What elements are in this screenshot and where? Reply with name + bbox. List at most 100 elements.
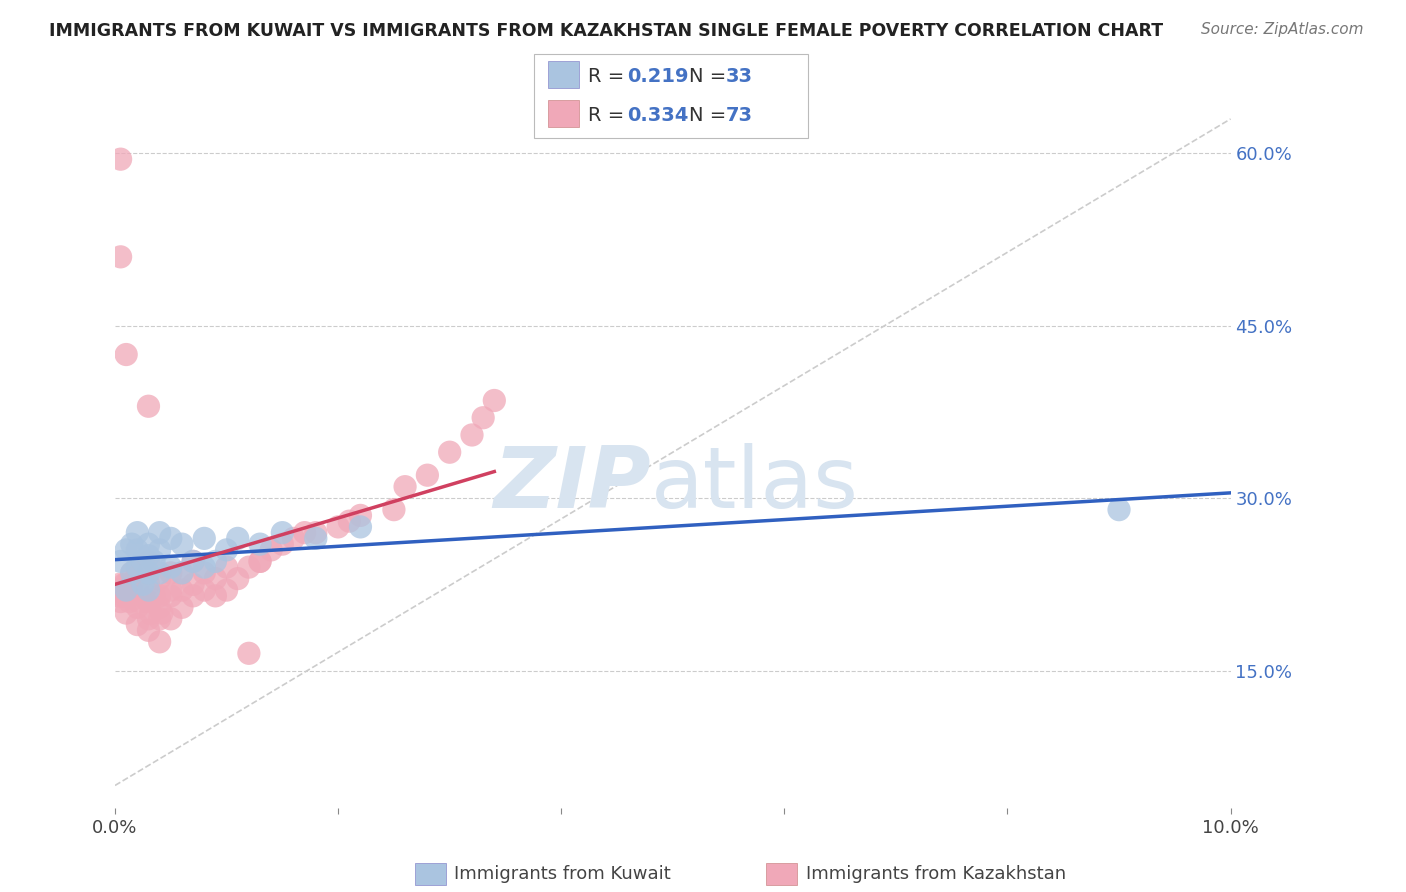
Point bbox=[132, 589, 155, 603]
Point bbox=[181, 554, 204, 568]
Text: Immigrants from Kuwait: Immigrants from Kuwait bbox=[454, 865, 671, 883]
Point bbox=[105, 583, 128, 598]
Point bbox=[138, 577, 160, 591]
Text: IMMIGRANTS FROM KUWAIT VS IMMIGRANTS FROM KAZAKHSTAN SINGLE FEMALE POVERTY CORRE: IMMIGRANTS FROM KUWAIT VS IMMIGRANTS FRO… bbox=[49, 22, 1163, 40]
Point bbox=[461, 428, 484, 442]
Point bbox=[249, 554, 271, 568]
Point bbox=[305, 525, 328, 540]
Point bbox=[215, 560, 238, 574]
Point bbox=[249, 554, 271, 568]
Point bbox=[181, 554, 204, 568]
Point bbox=[138, 583, 160, 598]
Point bbox=[283, 532, 305, 546]
Point bbox=[238, 560, 260, 574]
Point bbox=[121, 537, 143, 551]
Point bbox=[238, 646, 260, 660]
Point bbox=[128, 594, 150, 608]
Point bbox=[294, 525, 316, 540]
Point bbox=[121, 566, 143, 580]
Point bbox=[193, 583, 215, 598]
Point bbox=[108, 577, 131, 591]
Point bbox=[117, 583, 139, 598]
Point bbox=[271, 537, 294, 551]
Point bbox=[349, 508, 371, 523]
Point bbox=[382, 502, 405, 516]
Point bbox=[439, 445, 461, 459]
Point bbox=[149, 542, 172, 557]
Point bbox=[111, 589, 134, 603]
Point bbox=[127, 617, 149, 632]
Point bbox=[112, 577, 135, 591]
Point bbox=[132, 554, 155, 568]
Point bbox=[1108, 502, 1130, 516]
Point bbox=[150, 606, 173, 620]
Point bbox=[170, 600, 193, 615]
Point bbox=[127, 600, 149, 615]
Point bbox=[215, 583, 238, 598]
Point bbox=[226, 572, 249, 586]
Point bbox=[271, 525, 294, 540]
Point bbox=[326, 520, 349, 534]
Point bbox=[127, 560, 149, 574]
Point bbox=[484, 393, 506, 408]
Point bbox=[215, 542, 238, 557]
Text: Immigrants from Kazakhstan: Immigrants from Kazakhstan bbox=[806, 865, 1066, 883]
Point bbox=[472, 410, 495, 425]
Text: N =: N = bbox=[689, 106, 733, 125]
Point bbox=[115, 577, 138, 591]
Point bbox=[159, 532, 181, 546]
Point bbox=[138, 554, 160, 568]
Point bbox=[149, 572, 172, 586]
Point bbox=[159, 612, 181, 626]
Point bbox=[110, 250, 132, 264]
Point bbox=[121, 566, 143, 580]
Point bbox=[305, 532, 328, 546]
Text: N =: N = bbox=[689, 67, 733, 86]
Point bbox=[139, 606, 162, 620]
Text: R =: R = bbox=[588, 106, 630, 125]
Point bbox=[138, 594, 160, 608]
Point bbox=[149, 635, 172, 649]
Point bbox=[132, 577, 155, 591]
Point bbox=[204, 589, 226, 603]
Point bbox=[249, 537, 271, 551]
Point bbox=[204, 572, 226, 586]
Text: 73: 73 bbox=[725, 106, 752, 125]
Point bbox=[115, 606, 138, 620]
Point bbox=[149, 600, 172, 615]
Point bbox=[110, 594, 132, 608]
Text: 0.334: 0.334 bbox=[627, 106, 689, 125]
Point bbox=[149, 589, 172, 603]
Point bbox=[181, 577, 204, 591]
Point bbox=[349, 520, 371, 534]
Point bbox=[107, 589, 129, 603]
Text: 33: 33 bbox=[725, 67, 752, 86]
Text: 0.219: 0.219 bbox=[627, 67, 689, 86]
Point bbox=[394, 480, 416, 494]
Point bbox=[121, 583, 143, 598]
Point bbox=[138, 399, 160, 413]
Point bbox=[181, 589, 204, 603]
Text: Source: ZipAtlas.com: Source: ZipAtlas.com bbox=[1201, 22, 1364, 37]
Point bbox=[143, 554, 166, 568]
Text: ZIP: ZIP bbox=[494, 443, 651, 526]
Point bbox=[226, 532, 249, 546]
Point bbox=[127, 583, 149, 598]
Point bbox=[159, 583, 181, 598]
Point bbox=[416, 468, 439, 483]
Point bbox=[337, 514, 360, 528]
Point bbox=[127, 525, 149, 540]
Point bbox=[115, 583, 138, 598]
Point bbox=[138, 549, 160, 563]
Point bbox=[110, 152, 132, 166]
Point bbox=[149, 612, 172, 626]
Point bbox=[193, 560, 215, 574]
Point bbox=[193, 566, 215, 580]
Point bbox=[115, 542, 138, 557]
Point bbox=[159, 589, 181, 603]
Point bbox=[204, 554, 226, 568]
Point bbox=[138, 566, 160, 580]
Text: atlas: atlas bbox=[651, 443, 859, 526]
Point bbox=[138, 612, 160, 626]
Point bbox=[170, 566, 193, 580]
